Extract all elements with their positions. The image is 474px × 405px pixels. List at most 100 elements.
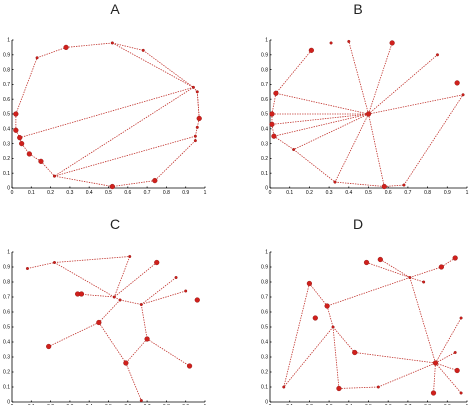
network-node [389, 40, 395, 46]
network-node [118, 298, 122, 302]
network-node [35, 56, 39, 60]
network-node [96, 319, 102, 326]
panel-title-d: D [352, 216, 364, 232]
network-node [195, 125, 199, 129]
network-edge [15, 57, 38, 115]
network-edge [271, 113, 369, 125]
network-node [365, 111, 372, 117]
network-node [195, 90, 199, 94]
network-node [25, 267, 29, 271]
network-node [123, 360, 129, 366]
network-node [194, 297, 200, 303]
y-tick-label: 1 [265, 250, 268, 256]
network-node [271, 133, 277, 139]
panel-title-c: C [109, 216, 121, 232]
y-tick-label: 0.9 [3, 53, 10, 59]
y-tick-label: 0.5 [3, 112, 10, 118]
y-tick-label: 0.1 [3, 171, 10, 177]
network-edge [273, 135, 294, 150]
network-edge [409, 277, 424, 283]
network-node [432, 360, 439, 366]
network-edge [368, 113, 385, 187]
network-node [430, 390, 437, 396]
y-tick-label: 0.3 [261, 141, 268, 147]
network-edge [125, 362, 142, 401]
y-tick-label: 0.4 [261, 127, 268, 133]
y-tick-label: 0.2 [3, 156, 10, 162]
network-edge [54, 87, 194, 177]
network-edge [114, 262, 158, 298]
network-node [333, 180, 337, 184]
y-tick-label: 0.1 [261, 385, 268, 391]
network-edge [435, 362, 458, 371]
network-edge [54, 262, 115, 298]
network-edge [194, 127, 198, 137]
network-node [435, 53, 439, 57]
y-tick-label: 0.9 [261, 265, 268, 271]
network-edge [283, 283, 310, 388]
network-node [312, 315, 318, 321]
network-edge [441, 257, 456, 268]
x-tick-label: 1 [204, 190, 207, 196]
network-edge [140, 304, 148, 340]
network-node [78, 291, 85, 297]
network-edge [141, 290, 186, 305]
x-tick-label: 0.4 [86, 190, 93, 196]
network-node [186, 363, 193, 369]
network-edge [338, 386, 379, 389]
x-tick-label: 0.5 [105, 190, 112, 196]
x-tick-label: 0.9 [182, 190, 189, 196]
network-edge [380, 259, 411, 278]
network-edge [143, 50, 194, 88]
network-node [128, 254, 132, 258]
network-edge [435, 362, 462, 394]
network-edge [40, 161, 55, 177]
network-edge [403, 94, 464, 186]
y-tick-label: 0 [7, 400, 10, 405]
network-node [376, 385, 380, 389]
y-tick-label: 0.7 [261, 295, 268, 301]
network-node [52, 261, 56, 265]
y-tick-label: 0.9 [261, 53, 268, 59]
network-node [144, 336, 150, 342]
y-tick-label: 1 [7, 38, 10, 44]
network-edge [435, 317, 462, 364]
panel-a: 0 0.1 0.2 0.3 0.4 0.5 0.6 0.7 0.8 0.9 1 0 0.1 0.2 0.3 0… [3, 38, 207, 196]
network-node [453, 351, 457, 355]
network-node [269, 111, 275, 117]
network-node [139, 303, 143, 307]
x-tick-label: 0 [269, 190, 272, 196]
network-edge [112, 42, 194, 88]
y-tick-label: 0.4 [3, 127, 10, 133]
y-tick-label: 0.2 [3, 370, 10, 376]
x-tick-label: 0.1 [28, 190, 35, 196]
network-edge [368, 54, 438, 115]
y-tick-label: 0.8 [261, 280, 268, 286]
y-tick-label: 0.8 [3, 67, 10, 73]
network-node [273, 90, 279, 96]
network-node [422, 280, 426, 284]
network-node [46, 343, 52, 350]
network-edge [54, 256, 130, 263]
network-node [196, 115, 202, 122]
y-tick-label: 1 [7, 250, 10, 256]
x-tick-label: 0.8 [424, 190, 431, 196]
y-tick-label: 0.4 [3, 340, 10, 346]
network-node [174, 276, 178, 280]
network-edge [54, 175, 113, 187]
x-tick-label: 0.7 [144, 190, 151, 196]
x-tick-label: 0.8 [163, 190, 170, 196]
network-edge [334, 181, 385, 187]
x-tick-label: 0.3 [66, 190, 73, 196]
network-node [193, 139, 197, 143]
network-edge [154, 140, 196, 181]
y-tick-label: 0.5 [261, 112, 268, 118]
network-node [331, 325, 335, 329]
network-edge [334, 113, 369, 183]
y-tick-label: 0.4 [261, 340, 268, 346]
network-edge [283, 326, 334, 388]
network-edge [293, 113, 369, 150]
network-node [324, 303, 330, 309]
network-edge [66, 42, 113, 48]
network-edge [146, 338, 190, 367]
